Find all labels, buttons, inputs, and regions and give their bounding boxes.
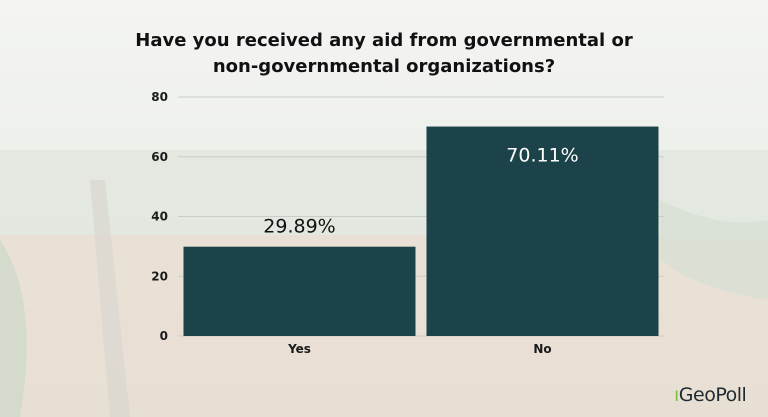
x-tick-label: No	[533, 342, 551, 356]
data-label: 70.11%	[506, 145, 578, 167]
x-tick-label: Yes	[287, 342, 311, 356]
bar-yes	[183, 246, 416, 336]
y-tick-label: 0	[160, 329, 168, 343]
logo-dot-icon: ı	[674, 384, 679, 406]
logo-text: GeoPoll	[678, 384, 747, 406]
data-label: 29.89%	[263, 216, 335, 238]
chart-title: Have you received any aid from governmen…	[135, 30, 633, 77]
geopoll-logo: ıGeoPoll	[674, 384, 747, 406]
y-tick-label: 20	[151, 269, 168, 283]
y-tick-label: 40	[151, 210, 168, 224]
y-tick-label: 80	[151, 90, 168, 104]
bar-no	[426, 126, 659, 336]
y-tick-label: 60	[151, 150, 168, 164]
